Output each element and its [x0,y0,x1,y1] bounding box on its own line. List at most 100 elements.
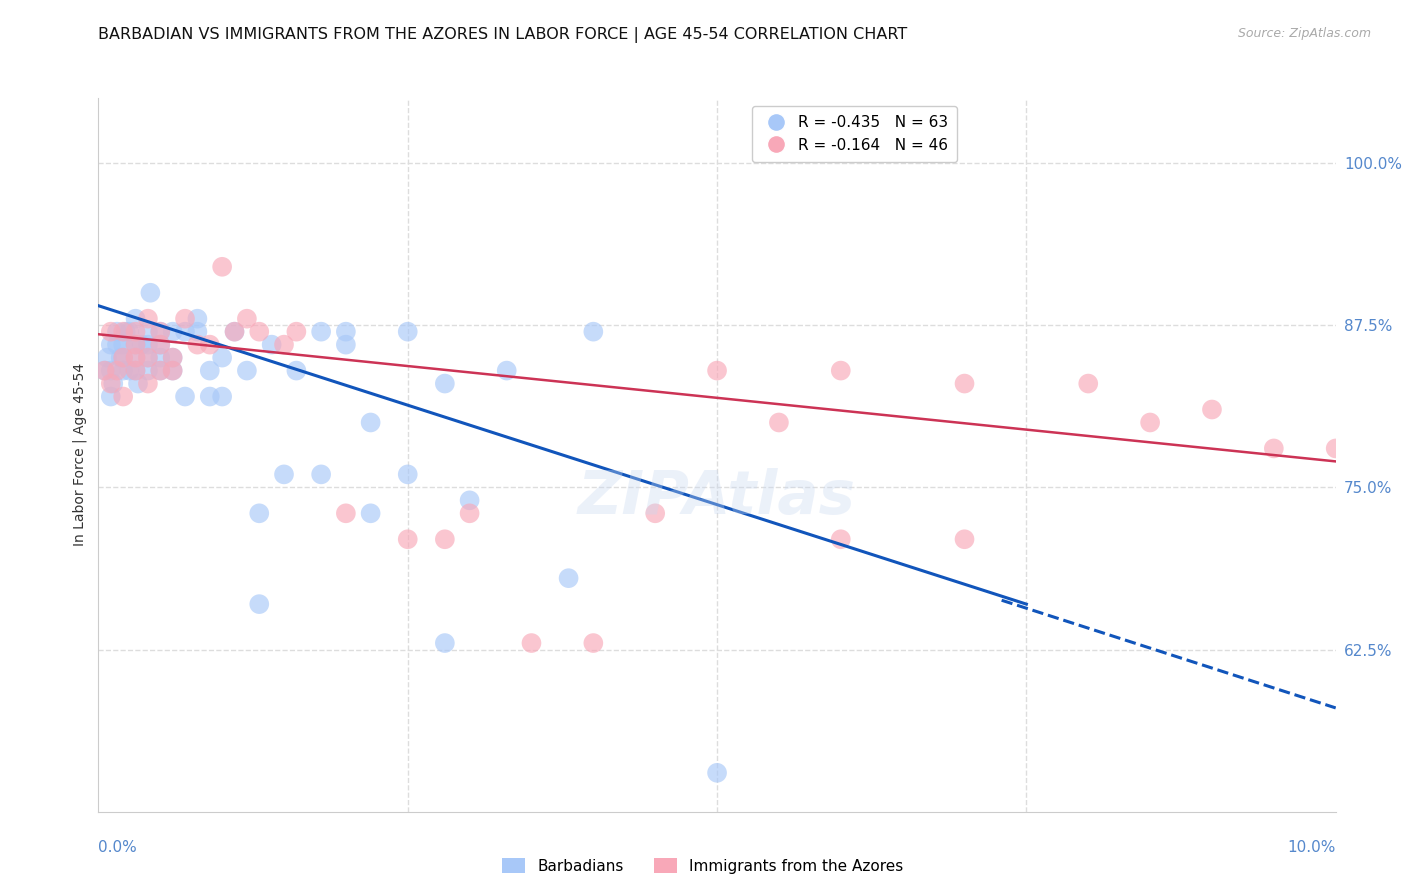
Point [458,493,481,508]
Point [124,351,146,365]
Point [105,337,128,351]
Point [582,325,605,339]
Point [1324,442,1347,456]
Point [162,351,184,365]
Point [309,325,332,339]
Text: 0.0%: 0.0% [98,840,138,855]
Point [136,351,159,365]
Point [139,285,162,300]
Point [118,325,141,339]
Point [706,363,728,377]
Point [360,416,382,430]
Point [124,337,146,351]
Point [273,337,295,351]
Point [706,765,728,780]
Point [131,337,153,351]
Point [149,337,172,351]
Point [396,533,419,547]
Point [149,351,172,365]
Point [396,467,419,482]
Point [768,416,790,430]
Point [124,337,146,351]
Point [236,363,259,377]
Point [124,363,146,377]
Point [149,337,172,351]
Point [247,597,270,611]
Text: ZIPAtlas: ZIPAtlas [578,468,856,527]
Point [360,506,382,520]
Point [93,363,115,377]
Point [162,351,184,365]
Point [100,337,122,351]
Point [285,325,308,339]
Point [830,533,852,547]
Point [124,363,146,377]
Point [112,351,135,365]
Point [458,506,481,520]
Point [433,636,456,650]
Point [186,311,208,326]
Point [162,325,184,339]
Point [149,325,172,339]
Point [198,363,221,377]
Point [830,363,852,377]
Point [124,351,146,365]
Point [124,311,146,326]
Point [105,363,128,377]
Point [1201,402,1223,417]
Point [198,390,221,404]
Point [396,325,419,339]
Point [247,325,270,339]
Point [136,363,159,377]
Point [335,506,357,520]
Point [127,376,149,391]
Point [285,363,308,377]
Point [1077,376,1099,391]
Point [105,325,128,339]
Legend: Barbadians, Immigrants from the Azores: Barbadians, Immigrants from the Azores [496,852,910,880]
Y-axis label: In Labor Force | Age 45-54: In Labor Force | Age 45-54 [73,363,87,547]
Point [236,311,259,326]
Point [162,363,184,377]
Point [186,325,208,339]
Point [103,376,125,391]
Point [335,325,357,339]
Legend: R = -0.435   N = 63, R = -0.164   N = 46: R = -0.435 N = 63, R = -0.164 N = 46 [752,106,957,161]
Point [174,390,197,404]
Point [149,363,172,377]
Point [335,337,357,351]
Point [118,363,141,377]
Point [112,337,135,351]
Point [582,636,605,650]
Point [149,363,172,377]
Point [198,337,221,351]
Point [96,351,118,365]
Text: 10.0%: 10.0% [1288,840,1336,855]
Point [100,376,122,391]
Point [100,390,122,404]
Point [136,376,159,391]
Text: BARBADIAN VS IMMIGRANTS FROM THE AZORES IN LABOR FORCE | AGE 45-54 CORRELATION C: BARBADIAN VS IMMIGRANTS FROM THE AZORES … [98,27,908,43]
Point [309,467,332,482]
Point [136,325,159,339]
Point [520,636,543,650]
Point [136,337,159,351]
Point [644,506,666,520]
Point [1263,442,1285,456]
Point [112,390,135,404]
Point [112,351,135,365]
Point [149,325,172,339]
Point [273,467,295,482]
Point [557,571,579,585]
Point [124,325,146,339]
Point [224,325,246,339]
Point [211,390,233,404]
Point [495,363,517,377]
Point [100,325,122,339]
Point [953,533,976,547]
Point [100,363,122,377]
Point [136,311,159,326]
Point [114,325,136,339]
Point [211,351,233,365]
Point [174,325,197,339]
